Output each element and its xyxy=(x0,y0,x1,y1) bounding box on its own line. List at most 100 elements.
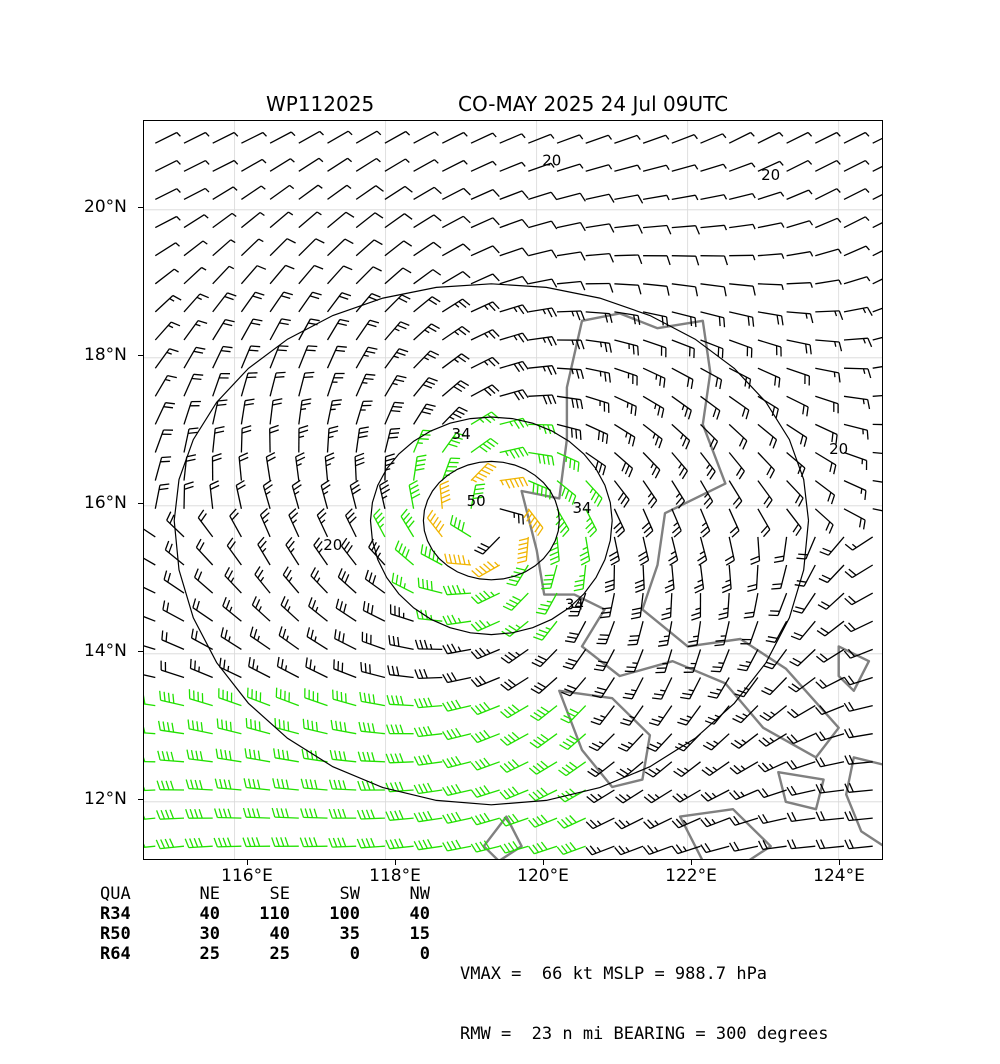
wind-barb xyxy=(270,265,294,283)
wind-barb xyxy=(292,480,301,509)
wind-barb xyxy=(643,256,670,265)
wind-barb xyxy=(471,246,499,256)
wind-barb xyxy=(729,133,754,144)
wind-barb xyxy=(701,134,726,143)
wind-barb xyxy=(414,404,436,424)
wind-barb xyxy=(355,453,364,480)
wind-barb xyxy=(414,324,440,340)
wind-barb xyxy=(701,284,727,296)
radius-cell: 25 xyxy=(150,944,220,964)
wind-barb xyxy=(471,758,500,770)
wind-barb xyxy=(788,678,815,692)
wind-barb xyxy=(443,585,471,595)
wind-barb xyxy=(281,596,299,621)
wind-barb xyxy=(625,649,643,671)
wind-barb xyxy=(500,362,528,372)
wind-barb xyxy=(729,340,752,358)
wind-barb xyxy=(591,706,615,725)
wind-barb xyxy=(270,212,293,228)
wind-barb xyxy=(500,220,528,228)
wind-barb xyxy=(442,327,469,341)
wind-barb xyxy=(592,678,614,698)
wind-barb xyxy=(358,810,385,819)
wind-barb xyxy=(241,399,254,424)
wind-barb xyxy=(674,762,701,777)
wind-barb xyxy=(414,839,442,849)
wind-barb xyxy=(443,840,471,851)
wind-barb xyxy=(414,455,427,480)
wind-barb xyxy=(385,322,409,340)
wind-barb xyxy=(730,842,758,851)
wind-barb xyxy=(844,702,872,711)
wind-barb xyxy=(328,158,352,171)
wind-barb xyxy=(701,340,723,358)
wind-barb xyxy=(356,427,369,453)
wind-barb xyxy=(586,846,614,855)
lon-label-124e: 124°E xyxy=(794,866,884,886)
wind-barb xyxy=(338,568,356,593)
wind-barb xyxy=(346,509,357,537)
wind-barb xyxy=(191,659,213,678)
rmw-bearing-line: RMW = 23 n mi BEARING = 300 degrees xyxy=(460,1024,828,1044)
wind-barb xyxy=(758,481,772,508)
wind-barb xyxy=(321,480,330,509)
wind-barb xyxy=(241,373,257,397)
wind-barb xyxy=(844,481,866,500)
wind-barb xyxy=(729,163,755,171)
radius-cell: 0 xyxy=(290,944,360,964)
wind-barb xyxy=(815,280,841,285)
wind-barb xyxy=(787,312,813,323)
wind-barb xyxy=(677,706,700,725)
wind-barb xyxy=(701,256,728,265)
wind-barb xyxy=(729,368,750,388)
wind-barb xyxy=(758,223,784,228)
wind-barb xyxy=(270,346,288,368)
wind-barb xyxy=(409,481,420,509)
wind-barb xyxy=(213,400,228,424)
wind-barb xyxy=(299,292,322,312)
wind-barb xyxy=(672,195,698,200)
wind-barb xyxy=(500,447,528,458)
wind-barb xyxy=(471,813,500,825)
wind-barb xyxy=(500,305,528,314)
wind-barb xyxy=(643,135,669,143)
header-cell: QUA xyxy=(100,884,150,904)
wind-barb xyxy=(386,839,414,849)
wind-barb xyxy=(500,477,528,488)
wind-barb xyxy=(193,599,213,622)
wind-barb xyxy=(701,843,729,852)
wind-barb xyxy=(387,725,414,734)
wind-barb xyxy=(270,319,291,340)
wind-barb xyxy=(184,268,206,284)
wind-barb xyxy=(643,284,669,296)
lon-label-116e: 116°E xyxy=(202,866,292,886)
wind-barb xyxy=(442,188,470,199)
wind-barb xyxy=(586,368,611,382)
wind-barb xyxy=(306,658,328,678)
wind-barb xyxy=(223,597,242,621)
wind-barb xyxy=(747,565,758,591)
wind-barb xyxy=(155,430,173,453)
wind-barb xyxy=(301,808,328,818)
wind-barb xyxy=(276,688,299,706)
wind-barb xyxy=(299,426,308,453)
wind-barb xyxy=(771,565,786,589)
wind-barb xyxy=(524,509,543,536)
wind-barb xyxy=(500,509,524,525)
wind-barb xyxy=(245,748,270,762)
wind-barb xyxy=(563,649,586,669)
wind-barb xyxy=(815,340,841,351)
wind-barb xyxy=(844,424,868,439)
wind-barb xyxy=(500,134,525,143)
wind-barb xyxy=(586,340,612,353)
wind-barb xyxy=(266,453,275,481)
wind-barb xyxy=(873,217,883,228)
wind-barb xyxy=(443,728,471,739)
wind-barb xyxy=(331,720,356,734)
wind-barb xyxy=(557,816,585,829)
wind-barb xyxy=(614,340,638,356)
wind-barb xyxy=(184,428,198,453)
wind-barb xyxy=(328,185,352,199)
wind-barb xyxy=(246,718,270,734)
